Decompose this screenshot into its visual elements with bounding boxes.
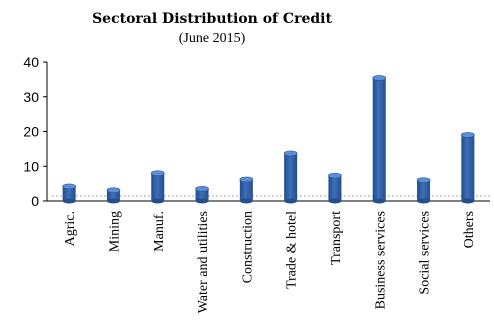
category-label: Construction bbox=[240, 211, 255, 283]
y-axis-ticks: 0 10 20 30 40 bbox=[23, 54, 47, 209]
bar bbox=[372, 75, 387, 204]
bar-base bbox=[195, 198, 209, 204]
bar-body bbox=[151, 173, 165, 201]
y-tick-label: 40 bbox=[23, 54, 39, 70]
bar-top bbox=[416, 177, 431, 183]
bar-body bbox=[328, 175, 342, 201]
category-label: Others bbox=[462, 211, 477, 248]
bar-body bbox=[239, 179, 253, 201]
bar-base bbox=[328, 198, 342, 204]
bar-base bbox=[461, 198, 475, 204]
bar-top bbox=[461, 132, 475, 138]
bar bbox=[150, 170, 165, 204]
bar-body bbox=[461, 134, 475, 201]
bar-top bbox=[372, 75, 387, 81]
bar-top bbox=[239, 176, 254, 183]
category-label: Trade & hotel bbox=[285, 211, 300, 289]
bar-top bbox=[328, 172, 342, 179]
bar-body bbox=[372, 77, 386, 201]
bar-top bbox=[62, 183, 76, 190]
category-label: Social services bbox=[418, 211, 433, 295]
bar-top bbox=[150, 170, 165, 176]
bar-body bbox=[106, 190, 120, 201]
category-label: Transport bbox=[329, 211, 344, 265]
bar bbox=[283, 150, 298, 204]
bar-base bbox=[239, 198, 253, 204]
bar bbox=[461, 132, 475, 204]
bar bbox=[239, 176, 254, 204]
bar bbox=[195, 186, 209, 204]
category-label: Agric. bbox=[63, 211, 78, 246]
category-label: Business services bbox=[373, 211, 388, 309]
bar bbox=[328, 172, 342, 204]
bar-body bbox=[417, 180, 431, 201]
bar-base bbox=[106, 198, 120, 204]
bar-top bbox=[106, 187, 121, 194]
chart-subtitle: (June 2015) bbox=[179, 31, 246, 46]
bar-body bbox=[284, 153, 298, 201]
bar-top bbox=[195, 186, 209, 192]
bar-base bbox=[372, 198, 386, 204]
bar bbox=[416, 177, 431, 204]
bar-base bbox=[284, 198, 298, 204]
category-label: Mining bbox=[107, 211, 122, 252]
category-label: Water and utilities bbox=[196, 211, 211, 313]
bar-base bbox=[151, 198, 165, 204]
chart-title: Sectoral Distribution of Credit bbox=[92, 11, 332, 27]
y-tick-label: 20 bbox=[23, 124, 39, 140]
y-tick-label: 10 bbox=[23, 158, 39, 174]
category-label: Manuf. bbox=[152, 211, 167, 252]
category-labels: Agric. Mining Manuf. Water and utilities Con… bbox=[63, 211, 477, 313]
bar-base bbox=[62, 198, 76, 204]
bar bbox=[62, 183, 76, 204]
y-tick-label: 30 bbox=[23, 89, 39, 105]
bar-base bbox=[417, 198, 431, 204]
y-tick-label: 0 bbox=[31, 193, 39, 209]
bar-body bbox=[195, 188, 209, 201]
bars bbox=[62, 75, 475, 204]
bar-top bbox=[283, 150, 298, 157]
bar-body bbox=[62, 186, 76, 201]
bar bbox=[106, 187, 121, 204]
